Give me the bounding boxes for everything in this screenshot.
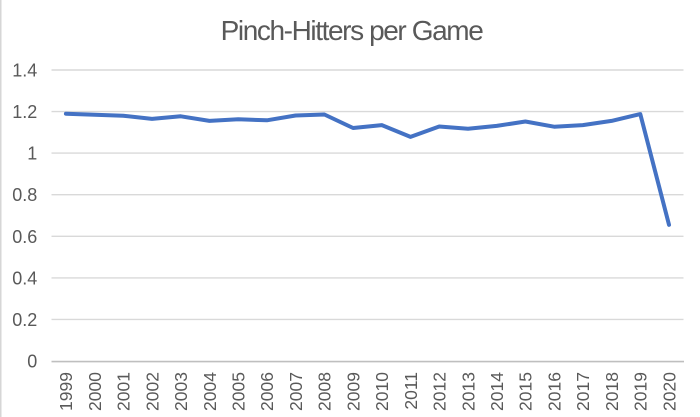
svg-text:2018: 2018	[602, 372, 622, 411]
svg-text:2015: 2015	[516, 372, 536, 411]
svg-text:0.8: 0.8	[12, 185, 37, 205]
svg-text:2017: 2017	[573, 372, 593, 411]
svg-text:0.6: 0.6	[12, 227, 37, 247]
svg-text:1.2: 1.2	[12, 102, 37, 122]
svg-text:2011: 2011	[401, 372, 421, 410]
svg-text:0.4: 0.4	[12, 268, 37, 288]
svg-text:2001: 2001	[114, 372, 134, 411]
svg-text:2020: 2020	[659, 372, 679, 411]
svg-text:2003: 2003	[171, 372, 191, 411]
svg-text:2014: 2014	[487, 372, 507, 411]
svg-text:2010: 2010	[372, 372, 392, 411]
svg-text:1: 1	[27, 144, 37, 164]
svg-text:2005: 2005	[229, 372, 249, 411]
svg-text:0.2: 0.2	[12, 310, 37, 330]
svg-text:2013: 2013	[458, 372, 478, 411]
svg-text:2004: 2004	[200, 372, 220, 411]
svg-text:Pinch-Hitters per Game: Pinch-Hitters per Game	[221, 15, 484, 46]
svg-text:2008: 2008	[315, 372, 335, 411]
svg-text:2002: 2002	[142, 372, 162, 411]
svg-text:2016: 2016	[544, 372, 564, 411]
svg-text:0: 0	[27, 352, 37, 372]
svg-text:2007: 2007	[286, 372, 306, 411]
svg-text:2006: 2006	[257, 372, 277, 411]
svg-text:2019: 2019	[631, 372, 651, 411]
svg-text:1999: 1999	[56, 372, 76, 411]
svg-text:2000: 2000	[85, 372, 105, 411]
svg-text:2009: 2009	[343, 372, 363, 411]
svg-text:2012: 2012	[430, 372, 450, 411]
svg-text:1.4: 1.4	[12, 61, 37, 81]
